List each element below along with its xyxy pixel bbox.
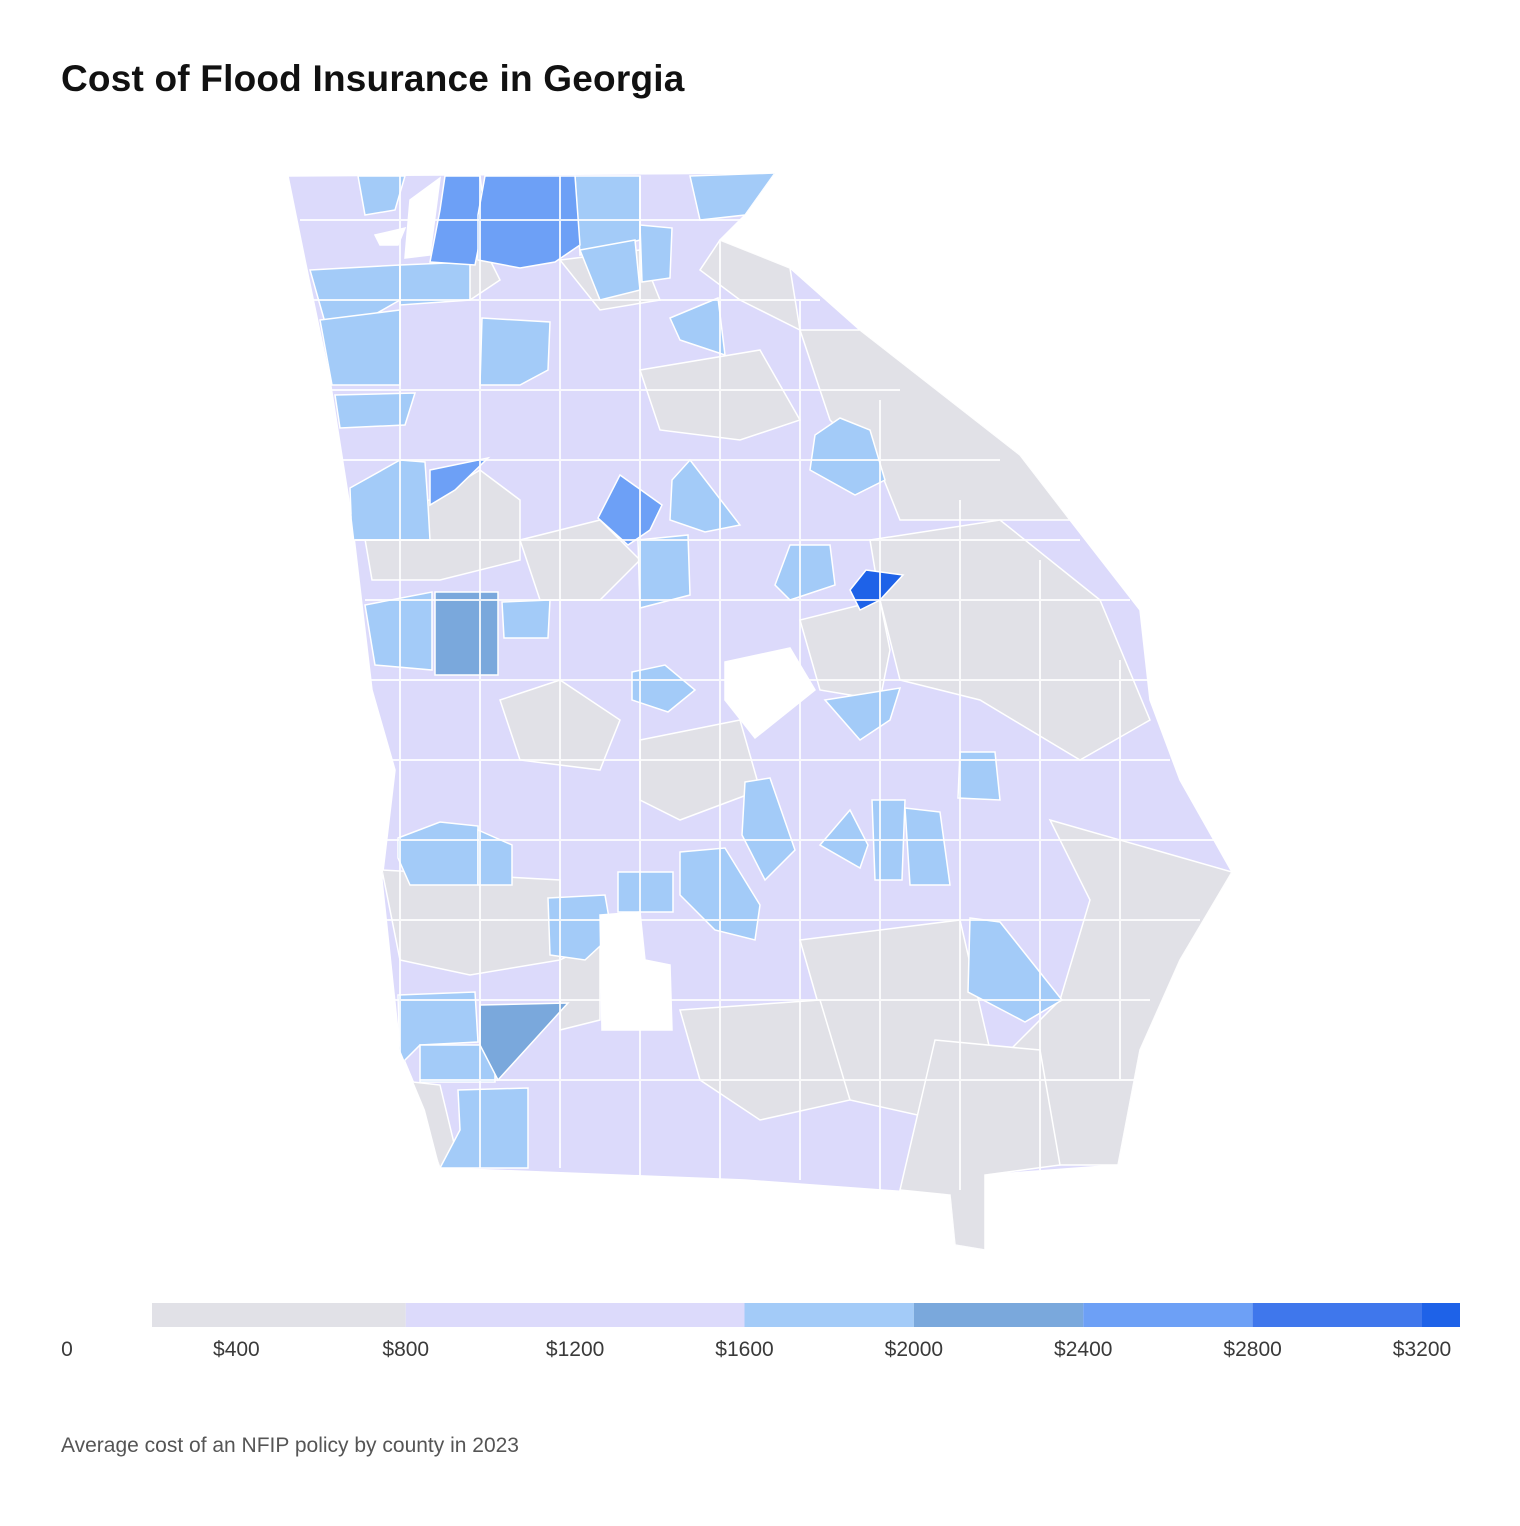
- county-region: [689, 173, 777, 221]
- county-region: [399, 261, 471, 306]
- county-region: [967, 917, 1064, 1023]
- legend-color-band: [1083, 1303, 1253, 1327]
- county-region: [899, 1039, 1061, 1250]
- legend-tick-label: $1200: [545, 1338, 605, 1361]
- legend-color-band: [913, 1303, 1084, 1327]
- county-region: [319, 309, 401, 386]
- county-region: [404, 176, 441, 259]
- legend-tick-label: 0: [61, 1338, 73, 1361]
- county-region: [904, 807, 951, 886]
- county-region: [724, 647, 816, 740]
- county-region: [373, 226, 407, 246]
- county-region: [823, 687, 902, 741]
- county-region: [809, 417, 886, 496]
- county-region: [429, 456, 491, 507]
- legend-tick-label: $800: [382, 1338, 430, 1361]
- legend-tick-label: $2400: [1054, 1338, 1113, 1361]
- legend-color-band: [1422, 1303, 1460, 1327]
- county-region: [438, 1087, 529, 1169]
- county-region: [698, 239, 801, 332]
- county-region: [419, 1044, 496, 1083]
- county-region: [364, 591, 433, 671]
- county-region: [631, 664, 697, 713]
- county-region: [501, 599, 551, 639]
- county-region: [381, 869, 561, 976]
- legend-color-band: [744, 1303, 914, 1327]
- legend-color-band: [1252, 1303, 1422, 1327]
- legend-color-band: [405, 1303, 745, 1327]
- county-region: [639, 224, 673, 283]
- legend-tick-label: $2800: [1223, 1338, 1282, 1361]
- legend-labels: 0 $400 $800 $1200 $1600 $2000 $2400 $2800 $3200: [0, 1338, 1520, 1368]
- county-region: [741, 777, 796, 882]
- county-region: [799, 599, 891, 701]
- color-scale-legend: [152, 1303, 1460, 1327]
- legend-tick-label: $400: [213, 1338, 260, 1361]
- legend-tick-label: $2000: [884, 1338, 944, 1361]
- county-region: [774, 544, 836, 601]
- county-region: [679, 999, 851, 1121]
- georgia-county-map: [287, 172, 1233, 1251]
- county-region: [477, 175, 581, 269]
- county-region: [637, 534, 691, 609]
- county-region: [334, 392, 417, 429]
- map-caption: Average cost of an NFIP policy by county…: [61, 1434, 519, 1457]
- legend-color-band: [152, 1303, 406, 1327]
- county-region: [999, 818, 1232, 1166]
- county-region: [669, 458, 742, 533]
- county-region: [957, 751, 1001, 801]
- legend-tick-label: $1600: [715, 1338, 774, 1361]
- county-region: [668, 296, 726, 357]
- county-region: [357, 175, 407, 216]
- county-region: [617, 871, 674, 913]
- county-region: [434, 591, 499, 676]
- county-region: [479, 317, 551, 386]
- legend-tick-label: $3200: [1392, 1338, 1452, 1361]
- chart-title: Cost of Flood Insurance in Georgia: [61, 58, 685, 99]
- county-region: [547, 894, 613, 961]
